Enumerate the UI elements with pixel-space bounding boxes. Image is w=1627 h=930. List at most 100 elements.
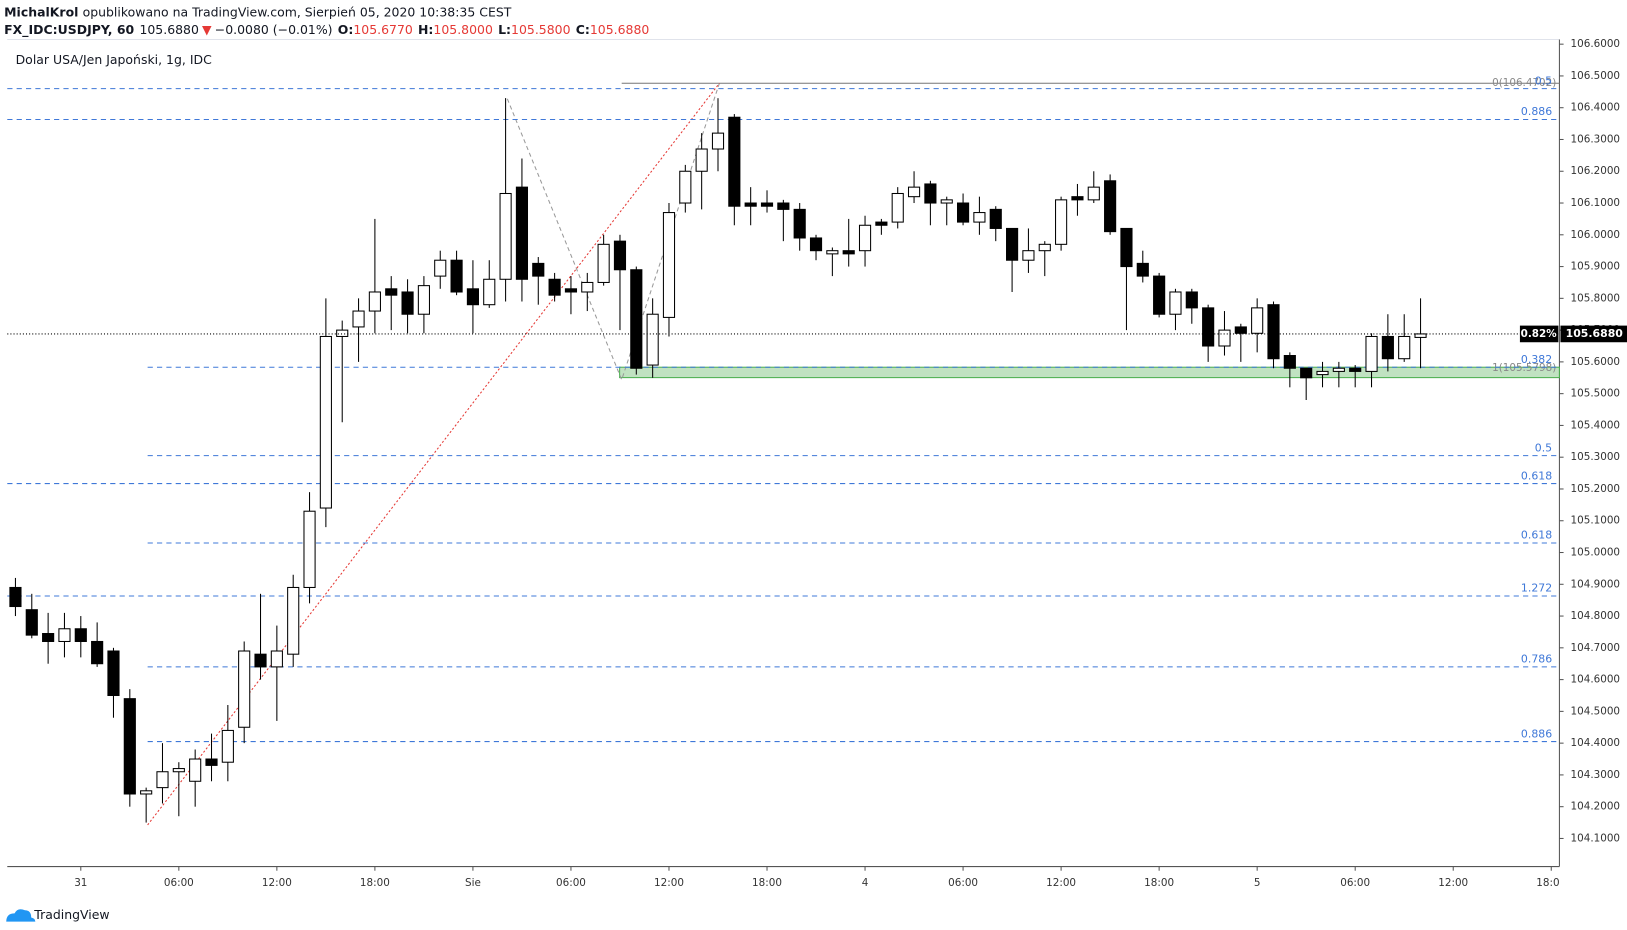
y-tick-label: 104.9000	[1571, 578, 1621, 590]
candle-body	[1267, 304, 1280, 360]
y-tick-label: 105.5000	[1571, 388, 1621, 400]
support-zone	[619, 366, 1560, 379]
y-tick-label: 105.6000	[1571, 356, 1621, 368]
y-tick-label: 106.0000	[1571, 229, 1621, 241]
price-label: 105.6880	[1566, 327, 1624, 340]
zigzag-line	[506, 83, 720, 382]
candle-body	[205, 758, 218, 766]
fib-label: 0.618	[1521, 529, 1552, 542]
fib-label: 0.5	[1535, 74, 1552, 87]
candle-body	[826, 250, 839, 255]
x-tick-label: 5	[1254, 877, 1261, 889]
y-tick-label: 106.4000	[1571, 102, 1621, 114]
candle-body	[58, 628, 71, 642]
y-tick-label: 104.8000	[1571, 610, 1621, 622]
x-tick-label: 31	[74, 877, 87, 889]
candle-body	[483, 278, 496, 306]
candle-body	[1218, 329, 1231, 347]
candle-body	[1234, 326, 1247, 334]
candle-body	[1414, 333, 1427, 338]
x-tick-label: 06:00	[164, 877, 194, 889]
author: MichalKrol	[4, 4, 78, 19]
y-tick-label: 104.3000	[1571, 769, 1621, 781]
candle-body	[1071, 196, 1084, 201]
x-tick-label: 4	[862, 877, 869, 889]
chart-title: Dolar USA/Jen Japoński, 1g, IDC	[16, 52, 213, 67]
footer-logo: TradingView	[6, 907, 110, 922]
candle-body	[189, 758, 202, 782]
candle-body	[1055, 199, 1068, 245]
y-tick-label: 104.1000	[1571, 832, 1621, 844]
candle-body	[924, 183, 937, 204]
y-tick-label: 106.5000	[1571, 70, 1621, 82]
candle-body	[1153, 275, 1166, 315]
candle-body	[1365, 335, 1378, 372]
x-axis: 31 06:00 12:00 18:00 Sie 06:00 12:00 18:00 4 06:0…	[74, 866, 1559, 889]
candle-body	[140, 790, 153, 795]
y-tick-label: 104.2000	[1571, 801, 1621, 813]
footer-brand: TradingView	[33, 907, 109, 922]
candle-body	[434, 259, 447, 277]
candle-body	[646, 313, 659, 366]
fib-label: 0.5	[1535, 441, 1552, 454]
x-tick-label: 18:00	[360, 877, 390, 889]
candle-body	[107, 650, 120, 697]
y-tick-label: 104.6000	[1571, 674, 1621, 686]
candle-body	[270, 650, 283, 668]
candle-body	[809, 237, 823, 252]
candle-body	[679, 170, 692, 204]
y-tick-label: 105.4000	[1571, 419, 1621, 431]
candle-body	[1381, 335, 1394, 360]
y-tick-label: 104.4000	[1571, 737, 1621, 749]
candle-body	[156, 771, 169, 789]
x-tick-label: 06:00	[1340, 877, 1370, 889]
candle-body	[303, 510, 316, 588]
candle-body	[238, 650, 251, 728]
price-change-label: 0.82%	[1521, 328, 1558, 340]
drawing-label: 0(106.4702)	[1492, 77, 1556, 89]
header-line: MichalKrol opublikowano na TradingView.co…	[4, 4, 512, 19]
x-tick-label: 12:00	[1438, 877, 1468, 889]
fib-label: 1.272	[1521, 582, 1552, 595]
candle-body	[630, 269, 643, 369]
fib-label: 0.886	[1521, 105, 1552, 118]
candle-body	[319, 335, 332, 509]
candle-body	[336, 329, 349, 337]
y-tick-label: 106.3000	[1571, 133, 1621, 145]
candle-body	[597, 243, 610, 283]
symbol: FX_IDC:USDJPY, 60	[4, 22, 134, 38]
candle-body	[123, 698, 136, 795]
candles	[9, 98, 1427, 823]
x-tick-label: 18:00	[752, 877, 782, 889]
change-arrow: ▼	[202, 22, 212, 37]
y-tick-label: 105.3000	[1571, 451, 1621, 463]
candle-body	[368, 291, 381, 312]
x-tick-label: 18:00	[1144, 877, 1174, 889]
candle-body	[254, 653, 267, 668]
price-change-box	[1519, 325, 1559, 343]
y-tick-label: 106.6000	[1571, 38, 1621, 50]
candle-body	[1169, 291, 1182, 315]
candle-body	[760, 202, 774, 207]
candle-body	[1316, 370, 1329, 376]
y-tick-label: 105.0000	[1571, 547, 1621, 559]
candle-body	[989, 208, 1002, 229]
y-tick-label: 105.1000	[1571, 515, 1621, 527]
candle-body	[532, 262, 545, 277]
candle-body	[1283, 355, 1296, 369]
candle-body	[450, 259, 463, 293]
candle-body	[564, 288, 578, 293]
candle-body	[1022, 250, 1035, 261]
y-tick-label: 104.7000	[1571, 642, 1621, 654]
x-tick-label: 12:00	[262, 877, 292, 889]
candle-body	[1185, 291, 1198, 309]
logo-icon	[6, 909, 36, 922]
ohlc-value: 105.6880	[590, 22, 650, 37]
y-tick-label: 105.8000	[1571, 292, 1621, 304]
fib-label: 0.786	[1521, 653, 1552, 666]
drawings: 0(106.4702) 1(105.5798)	[147, 77, 1560, 826]
x-tick-label: Sie	[465, 877, 481, 889]
candle-body	[385, 288, 398, 296]
y-tick-label: 106.1000	[1571, 197, 1621, 209]
